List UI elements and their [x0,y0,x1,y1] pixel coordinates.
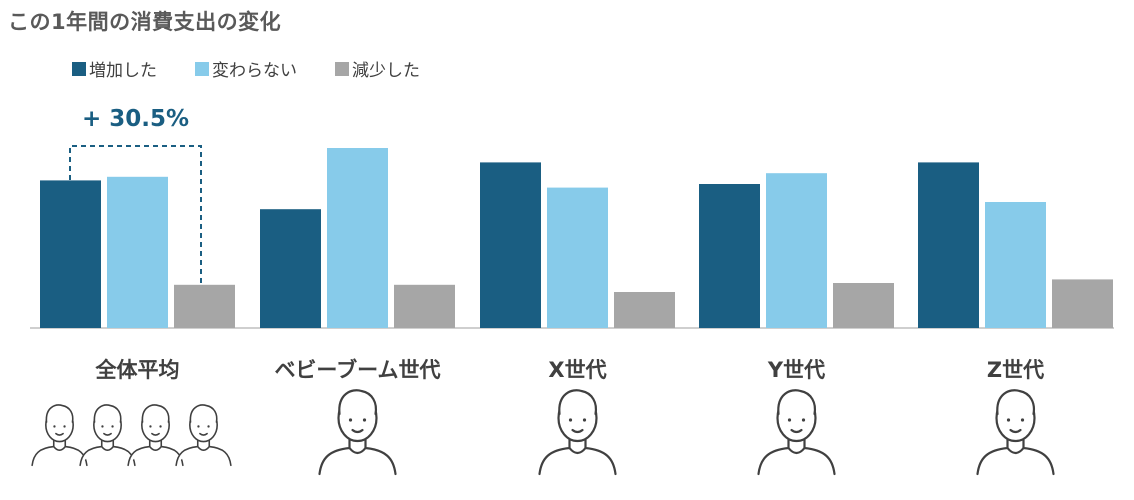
page-title: この1年間の消費支出の変化 [8,10,282,34]
legend-swatch [72,61,86,76]
bar [327,148,388,328]
bar [833,283,894,328]
young-man-icon [976,389,1055,476]
category-label: Z世代 [987,358,1044,382]
bar [174,284,235,328]
legend: 増加した 変わらない 減少した [72,56,420,81]
legend-swatch [195,61,209,76]
bar [1052,279,1113,328]
bar [699,184,760,328]
category-label: X世代 [548,358,606,382]
category-label: 全体平均 [95,358,180,382]
legend-swatch [335,61,349,76]
bar [40,180,101,328]
legend-label: 減少した [352,61,420,81]
bar [766,173,827,328]
bar [260,209,321,328]
elderly-man-icon [318,389,397,476]
legend-label: 増加した [89,61,157,81]
category-label: ベビーブーム世代 [274,358,440,382]
bar [107,176,168,328]
young-mother-with-baby-icon [757,389,836,476]
bar [985,202,1046,328]
legend-item: 減少した [335,56,420,81]
middle-aged-woman-icon [538,389,617,476]
bar [480,162,541,328]
annotation-label: + 30.5% [82,106,189,132]
family-group-icon [31,404,232,467]
category-label: Y世代 [767,358,825,382]
legend-label: 変わらない [212,61,297,81]
legend-item: 変わらない [195,56,297,81]
bar [614,292,675,328]
bar [394,284,455,328]
bar [547,187,608,328]
bar [918,162,979,328]
annotation-bracket: + 30.5% [69,106,202,286]
legend-item: 増加した [72,56,157,81]
